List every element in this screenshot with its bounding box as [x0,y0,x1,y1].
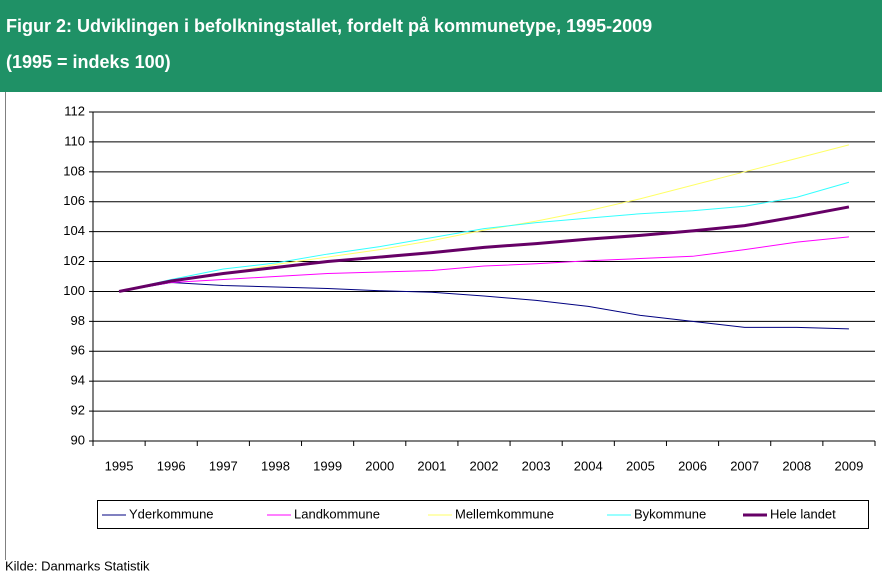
y-tick-label: 90 [71,432,85,447]
source: Kilde: Danmarks Statistik [5,558,150,573]
y-tick-label: 108 [63,163,85,178]
x-tick-label: 2001 [417,458,446,473]
x-tick-label: 2008 [782,458,811,473]
y-tick-label: 104 [63,223,85,238]
series-line [118,205,850,293]
y-tick-label: 94 [71,373,85,388]
x-tick-label: 2000 [365,458,394,473]
x-tick-label: 2007 [730,458,759,473]
x-tick-label: 1998 [261,458,290,473]
header: Figur 2: Udviklingen i befolkningstallet… [0,0,882,92]
y-tick-label: 100 [63,283,85,298]
x-tick-label: 1997 [209,458,238,473]
x-tick-label: 2006 [678,458,707,473]
x-tick-label: 2005 [626,458,655,473]
x-tick-label: 2003 [522,458,551,473]
y-tick-label: 102 [63,253,85,268]
x-tick-label: 1999 [313,458,342,473]
legend-label: Bykommune [634,506,706,521]
legend-label: Landkommune [294,506,380,521]
legend-label: Yderkommune [129,506,214,521]
y-tick-label: 112 [64,103,85,118]
y-tick-label: 110 [64,133,85,148]
legend-label: Mellemkommune [455,506,554,521]
chart-subtitle: (1995 = indeks 100) [6,52,171,72]
x-tick-label: 1995 [105,458,134,473]
series-line [118,236,849,292]
x-tick-label: 2009 [834,458,863,473]
series-line [118,144,850,292]
y-tick-label: 92 [71,403,85,418]
legend-label: Hele landet [770,506,836,521]
series-line [118,181,850,292]
y-tick-label: 106 [63,193,85,208]
series-line [118,281,849,330]
y-tick-label: 96 [71,343,85,358]
x-tick-label: 2002 [470,458,499,473]
y-tick-label: 98 [71,313,85,328]
x-tick-label: 2004 [574,458,603,473]
x-tick-label: 1996 [157,458,186,473]
legend-box [97,500,869,529]
chart-title: Figur 2: Udviklingen i befolkningstallet… [6,16,653,36]
